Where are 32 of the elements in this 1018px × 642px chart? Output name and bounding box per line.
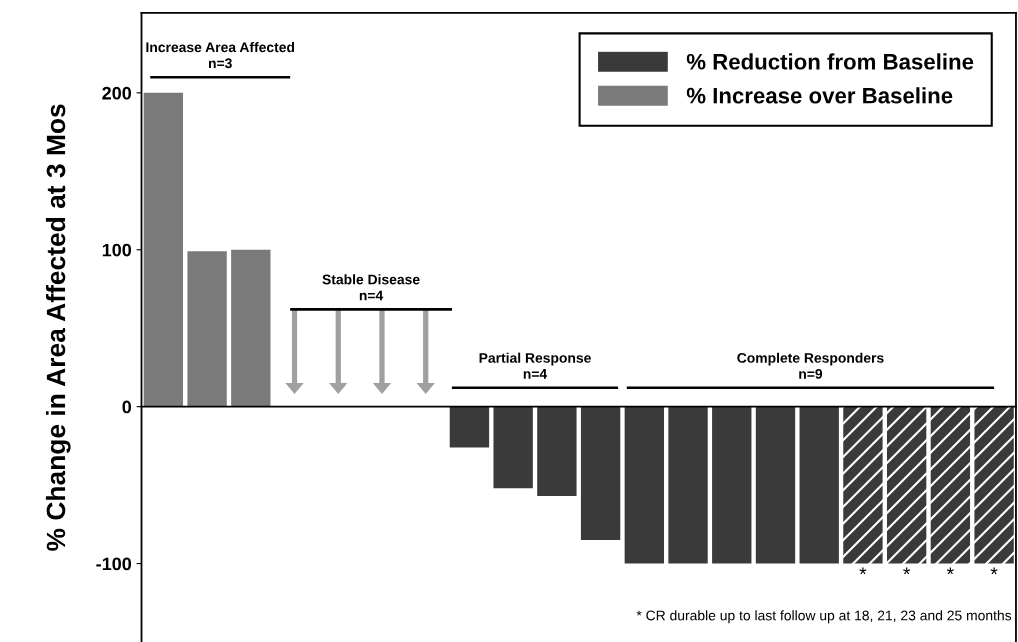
data-label: * (903, 567, 911, 575)
legend-label: % Reduction from Baseline (686, 53, 974, 70)
bar (143, 92, 184, 407)
bar (886, 406, 927, 564)
y-tick-label: 100 (102, 243, 132, 257)
annotation: Increase Area Affected n=3 (146, 41, 295, 69)
y-axis-title: % Change in Area Affected at 3 Mos (45, 104, 71, 551)
bar (187, 251, 227, 407)
data-label: * (990, 567, 998, 575)
bar (799, 406, 839, 564)
data-label: * (946, 567, 954, 575)
data-label: * (859, 567, 867, 575)
bar (755, 406, 796, 564)
annotation: * CR durable up to last follow up at 18, 21, 23 and 25 months (636, 610, 1012, 624)
bar (580, 406, 621, 541)
annotation: Partial Response n=4 (479, 352, 591, 379)
legend-label: % Increase over Baseline (686, 87, 953, 104)
annotation: Stable Disease n=4 (322, 274, 420, 301)
bar (493, 406, 533, 489)
bar (668, 406, 708, 564)
bar (843, 406, 883, 564)
bar (624, 406, 664, 564)
bar (974, 406, 1014, 564)
bar (449, 406, 490, 448)
bar (231, 249, 271, 407)
y-tick-label: -100 (96, 557, 132, 571)
y-tick-label: 0 (122, 400, 132, 414)
bar (537, 406, 577, 497)
bar (930, 406, 971, 564)
annotation: Complete Responders n=9 (737, 352, 884, 379)
y-tick-label: 200 (102, 86, 132, 100)
bar (712, 406, 752, 564)
